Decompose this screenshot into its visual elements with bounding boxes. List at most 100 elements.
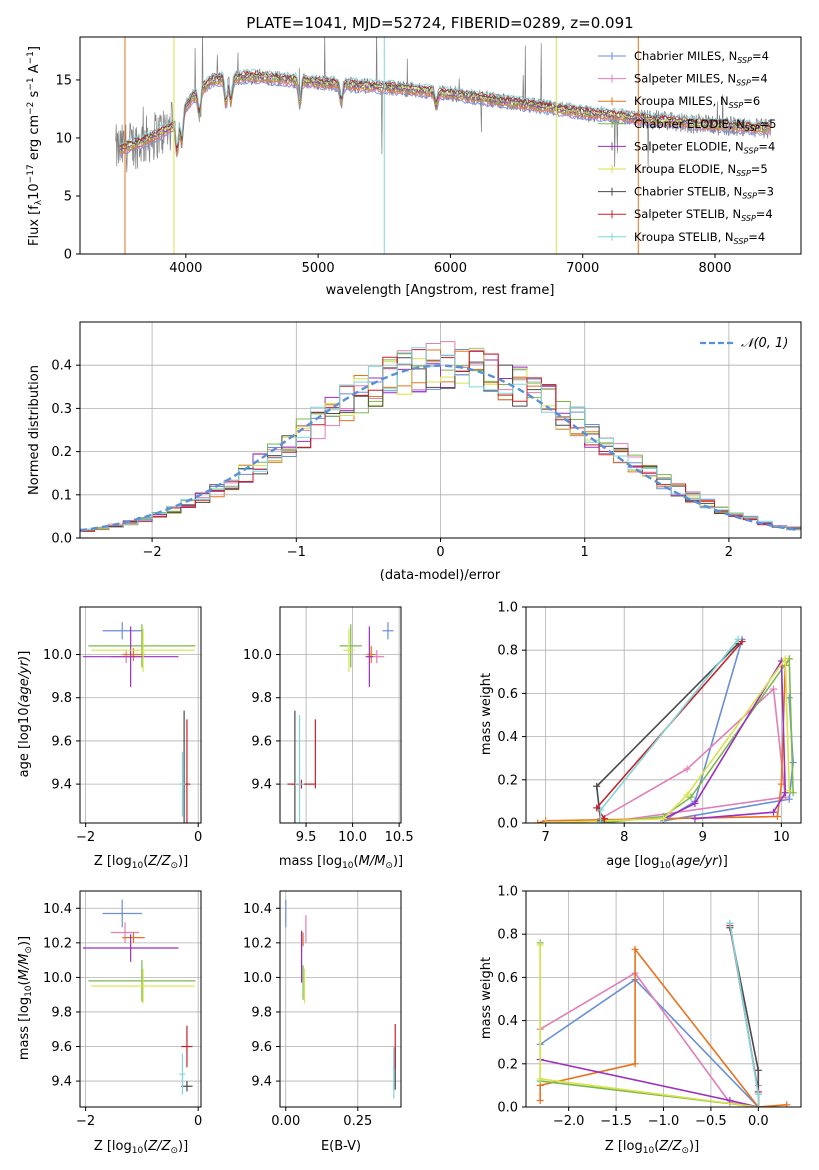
weight-line-kroupa_stelib — [599, 638, 739, 823]
p-wZ-marks — [536, 919, 791, 1107]
weight-line-chabrier_miles — [539, 923, 760, 1107]
ageZ-xlabel: Z [log10(Z/Z⊙)] — [94, 854, 188, 871]
p-massE-ytick-label: 10.4 — [243, 902, 272, 917]
spectrum-ylabel-part: −1 — [26, 51, 36, 64]
p-ageZ-marks — [82, 622, 196, 823]
legend-base: Kroupa STELIB, N — [634, 230, 734, 244]
residual-xtick-label: −1 — [287, 545, 306, 560]
p-wAge-xtick-label: 9 — [699, 830, 707, 845]
legend-sub: SSP — [736, 79, 751, 88]
p-ageM-marks — [287, 622, 394, 823]
massZ-xlabel: Z [log10(Z/Z⊙)] — [94, 1139, 188, 1156]
p-wZ-ytick-label: 0.6 — [497, 971, 518, 986]
wAge-xlabel: age [log10(age/yr)] — [606, 854, 728, 871]
legend-value: =4 — [748, 230, 765, 244]
legend-sub: SSP — [744, 146, 759, 155]
weight-line-salpeter_miles — [539, 972, 760, 1107]
p-massZ-frame — [79, 890, 202, 1108]
weight-vs-age-panel: 7 8 9 10 0.0 0.2 0.4 0.6 0.8 1.0 — [497, 601, 802, 845]
legend-sub: SSP — [737, 56, 752, 65]
legend-sub: SSP — [736, 169, 751, 178]
p-wAge-frame — [525, 606, 802, 824]
ageM-xlabel: mass [log10(M/M⊙)] — [279, 854, 403, 871]
p-wZ-ytick-label: 0.2 — [497, 1057, 518, 1072]
spectrum-ylabel-part: λ — [34, 199, 44, 205]
legend-base: Salpeter STELIB, N — [634, 207, 741, 221]
legend-sub: SSP — [729, 101, 744, 110]
spectrum-ytick-label: 10 — [55, 131, 72, 146]
legend-value: =4 — [756, 207, 773, 221]
p-ageM-ytick-label: 9.8 — [251, 691, 272, 706]
spectrum-xtick-label: 6000 — [434, 261, 467, 276]
p-wZ-xtick-label: −1.5 — [600, 1114, 632, 1129]
p-ageM-xtick-label: 10.5 — [385, 830, 414, 845]
massZ-ylabel: mass [log10(M/M⊙)] — [17, 936, 34, 1060]
weight-line-kroupa_miles — [537, 658, 790, 823]
residual-y-ticks: 0.0 0.1 0.2 0.3 0.4 — [51, 359, 80, 547]
p-ageM-xtick-label: 9.5 — [296, 830, 317, 845]
wAge-ylabel: mass weight — [479, 673, 494, 755]
legend-base: Chabrier ELODIE, N — [634, 117, 745, 131]
residual-ylabel: Normed distribution — [27, 365, 42, 495]
p-ageZ-ytick-label: 9.8 — [51, 691, 72, 706]
p-massE-ytick-label: 9.4 — [251, 1075, 272, 1090]
residual-steps — [80, 341, 801, 532]
p-massZ-ytick-label: 9.4 — [51, 1075, 72, 1090]
wZ-xlabel: Z [log10(Z/Z⊙)] — [605, 1139, 699, 1156]
p-massE-xtick-label: 0.25 — [343, 1114, 372, 1129]
legend-base: Kroupa ELODIE, N — [634, 162, 736, 176]
spectrum-ylabel-part: −17 — [26, 164, 36, 183]
p-wAge-ytick-label: 0.6 — [497, 687, 518, 702]
p-wAge-ytick-label: 0.0 — [497, 817, 518, 832]
legend-value: =5 — [760, 117, 777, 131]
spectrum-ylabel-part: −2 — [26, 102, 36, 115]
spectrum-y-ticks: 0 5 10 15 — [55, 73, 80, 263]
residual-x-ticks: −2 −1 0 1 2 — [143, 538, 733, 560]
residual-hist-chabrier_stelib — [80, 357, 801, 531]
legend-sub: SSP — [745, 124, 760, 133]
p-wZ-xtick-label: 0.0 — [748, 1114, 769, 1129]
wZ-ylabel: mass weight — [479, 957, 494, 1039]
legend-sub: SSP — [734, 237, 749, 246]
legend-base: Salpeter ELODIE, N — [634, 139, 744, 153]
p-ageZ-xtick-label: −2 — [76, 830, 95, 845]
residual-ytick-label: 0.2 — [51, 445, 72, 460]
residual-ytick-label: 0.3 — [51, 402, 72, 417]
normal-curve — [80, 364, 799, 532]
p-massZ-ytick-label: 9.8 — [51, 1005, 72, 1020]
weight-line-chabrier_elodie — [600, 656, 794, 823]
residual-hist-salpeter_elodie — [80, 350, 801, 530]
legend-base: Kroupa MILES, N — [634, 94, 729, 108]
legend-label-chabrier_stelib: Chabrier STELIB, NSSP=3 — [634, 185, 774, 201]
spectrum-xtick-label: 5000 — [302, 261, 335, 276]
legend-sub: SSP — [742, 192, 757, 201]
mass-vs-metallicity-panel: −2 0 9.4 9.6 9.8 10.0 10.2 10.4 — [43, 890, 202, 1129]
legend-base: Salpeter MILES, N — [634, 72, 736, 86]
legend-label-salpeter_miles: Salpeter MILES, NSSP=4 — [634, 72, 768, 88]
residual-panel: −2 −1 0 1 2 0.0 0.1 0.2 0.3 0.4 (data-model)/err… — [27, 321, 802, 583]
p-ageZ-xtick-label: 0 — [194, 830, 202, 845]
p-ageM-frame — [279, 606, 402, 824]
mass-vs-extinction-panel: 0.00 0.25 9.4 9.6 9.8 10.0 10.2 10.4 — [243, 890, 402, 1129]
age-vs-metallicity-panel: −2 0 9.4 9.6 9.8 10.0 — [43, 606, 202, 845]
legend-base: Chabrier MILES, N — [634, 49, 737, 63]
spectrum-ytick-label: 15 — [55, 73, 72, 88]
p-ageM-xtick-label: 10.0 — [338, 830, 367, 845]
legend-label-kroupa_elodie: Kroupa ELODIE, NSSP=5 — [634, 162, 768, 178]
p-wAge-xtick-label: 8 — [620, 830, 628, 845]
residual-xtick-label: 0 — [436, 545, 444, 560]
residual-ytick-label: 0.0 — [51, 532, 72, 547]
p-ageM-ytick-label: 9.6 — [251, 734, 272, 749]
legend-label-chabrier_elodie: Chabrier ELODIE, NSSP=5 — [634, 117, 776, 133]
residual-ytick-label: 0.4 — [51, 359, 72, 374]
spectrum-ylabel-part: A — [27, 64, 42, 77]
legend-value: =6 — [743, 94, 760, 108]
spectrum-ytick-label: 0 — [64, 248, 72, 263]
spectrum-xtick-label: 8000 — [698, 261, 731, 276]
spectrum-ylabel-part: −1 — [26, 77, 36, 90]
legend-value: =4 — [751, 72, 768, 86]
p-massZ-xtick-label: −2 — [76, 1114, 95, 1129]
p-ageZ-ytick-label: 9.6 — [51, 734, 72, 749]
residual-xlabel: (data-model)/error — [380, 568, 501, 583]
